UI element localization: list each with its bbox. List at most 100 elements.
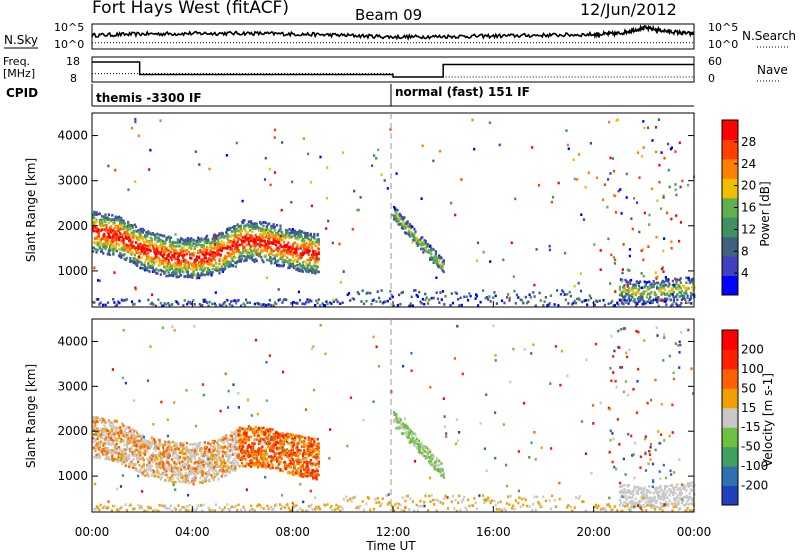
range-cell xyxy=(308,262,311,265)
range-cell xyxy=(211,271,214,274)
range-cell xyxy=(273,453,276,456)
range-cell xyxy=(180,237,183,240)
range-cell xyxy=(211,440,214,444)
range-cell xyxy=(195,452,198,456)
range-cell xyxy=(420,302,423,305)
range-cell xyxy=(395,172,398,175)
range-cell xyxy=(676,304,679,307)
range-cell xyxy=(190,451,193,455)
range-cell xyxy=(663,293,667,296)
range-cell xyxy=(513,289,516,293)
range-cell xyxy=(111,456,114,460)
range-cell xyxy=(279,236,282,240)
range-cell xyxy=(611,299,614,303)
range-cell xyxy=(621,294,624,297)
range-cell xyxy=(155,255,158,258)
range-cell xyxy=(207,267,210,270)
range-cell xyxy=(402,217,405,220)
range-cell xyxy=(158,444,161,448)
range-cell xyxy=(199,467,202,470)
range-cell xyxy=(203,255,206,259)
range-cell xyxy=(557,304,560,307)
range-cell xyxy=(176,270,179,273)
range-cell xyxy=(99,434,103,438)
range-cell xyxy=(187,266,191,269)
range-cell xyxy=(150,257,153,260)
range-cell xyxy=(172,244,175,248)
range-cell xyxy=(265,276,268,279)
range-cell xyxy=(297,259,300,262)
range-cell xyxy=(375,300,378,303)
range-cell xyxy=(688,279,691,282)
range-cell xyxy=(148,461,151,464)
range-cell xyxy=(146,257,149,261)
range-cell xyxy=(147,262,150,266)
range-cell xyxy=(134,462,138,466)
range-cell xyxy=(115,218,118,221)
range-cell xyxy=(648,280,651,284)
power-ylabel: Slant Range [km] xyxy=(24,158,38,262)
range-cell xyxy=(182,447,185,450)
range-cell xyxy=(259,232,262,236)
range-cell xyxy=(305,236,308,240)
range-cell xyxy=(315,299,318,303)
range-cell xyxy=(689,297,693,300)
range-cell xyxy=(294,234,297,238)
range-cell xyxy=(174,233,177,236)
range-cell xyxy=(306,248,309,251)
range-cell xyxy=(616,302,619,305)
range-cell xyxy=(660,151,663,154)
range-cell xyxy=(154,269,157,273)
range-cell xyxy=(200,447,203,450)
range-cell xyxy=(242,427,245,431)
range-cell xyxy=(180,445,183,448)
range-cell xyxy=(112,298,115,301)
range-cell xyxy=(190,240,193,243)
range-cell xyxy=(325,227,328,230)
range-cell xyxy=(291,433,294,437)
range-cell xyxy=(278,229,281,232)
range-cell xyxy=(218,271,221,275)
range-cell xyxy=(251,463,254,467)
range-cell xyxy=(273,225,276,229)
range-cell xyxy=(237,448,240,451)
range-cell xyxy=(184,260,187,264)
date-title: 12/Jun/2012 xyxy=(580,0,677,19)
range-cell xyxy=(678,285,681,288)
range-cell xyxy=(625,280,628,283)
range-cell xyxy=(662,270,665,273)
range-cell xyxy=(656,275,659,279)
range-cell xyxy=(261,455,264,459)
range-cell xyxy=(676,293,679,296)
range-cell xyxy=(230,257,233,260)
range-cell xyxy=(132,257,135,260)
range-cell xyxy=(306,232,309,235)
range-cell xyxy=(183,265,186,269)
range-cell xyxy=(120,216,123,220)
range-cell xyxy=(175,453,178,456)
range-cell xyxy=(272,242,275,245)
range-cell xyxy=(235,301,238,305)
range-cell xyxy=(119,235,122,238)
range-cell xyxy=(317,240,320,244)
range-cell xyxy=(270,458,273,461)
range-cell xyxy=(165,249,168,252)
range-cell xyxy=(304,302,307,306)
range-cell xyxy=(287,245,290,249)
range-cell xyxy=(313,256,316,259)
range-cell xyxy=(211,255,214,258)
range-cell xyxy=(215,464,218,468)
range-cell xyxy=(256,429,259,433)
range-cell xyxy=(405,232,408,235)
range-cell xyxy=(217,237,220,241)
range-cell xyxy=(289,264,292,268)
range-cell xyxy=(246,427,249,431)
range-cell xyxy=(294,258,297,262)
range-cell xyxy=(162,239,165,243)
range-cell xyxy=(218,451,221,454)
range-cell xyxy=(224,267,227,270)
range-cell xyxy=(317,243,320,246)
range-cell xyxy=(133,302,136,306)
range-cell xyxy=(222,268,226,272)
range-cell xyxy=(458,304,461,307)
